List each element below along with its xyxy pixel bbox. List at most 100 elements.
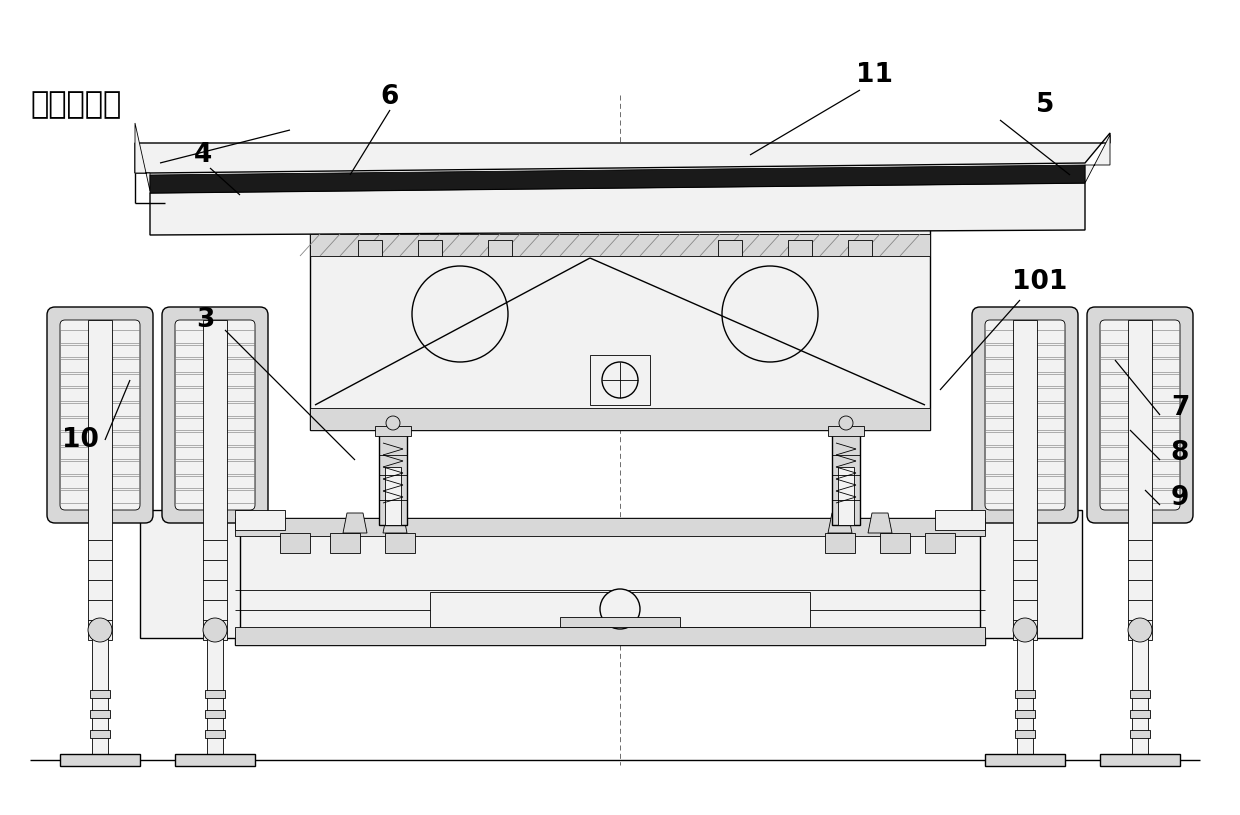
Bar — [280, 533, 310, 553]
Bar — [1100, 388, 1180, 401]
Bar — [60, 345, 140, 357]
Bar — [1100, 447, 1180, 459]
Bar — [384, 533, 415, 553]
Bar — [175, 491, 255, 503]
Bar — [175, 359, 255, 372]
Bar — [91, 730, 110, 738]
Bar — [1100, 432, 1180, 445]
Bar — [175, 388, 255, 401]
Polygon shape — [383, 513, 407, 533]
Bar — [985, 461, 1065, 474]
Bar — [175, 754, 255, 766]
Bar — [880, 533, 910, 553]
Bar — [1100, 417, 1180, 430]
Bar — [60, 417, 140, 430]
Bar — [91, 710, 110, 718]
Bar — [175, 403, 255, 416]
Circle shape — [722, 266, 818, 362]
Bar — [310, 228, 930, 430]
Polygon shape — [150, 183, 1085, 235]
Bar — [379, 428, 407, 525]
Bar — [1130, 730, 1149, 738]
Text: 101: 101 — [1012, 269, 1068, 295]
Bar — [60, 754, 140, 766]
Bar — [985, 754, 1065, 766]
Bar — [1100, 359, 1180, 372]
Bar — [60, 432, 140, 445]
FancyBboxPatch shape — [175, 320, 255, 510]
Bar — [60, 359, 140, 372]
Bar — [175, 330, 255, 342]
Bar — [60, 388, 140, 401]
Bar — [205, 690, 224, 698]
Bar — [1016, 730, 1035, 738]
Bar — [1100, 374, 1180, 386]
Bar — [140, 510, 241, 638]
Circle shape — [600, 589, 640, 629]
Bar — [985, 388, 1065, 401]
Bar — [1100, 476, 1180, 488]
Bar — [1128, 320, 1152, 640]
Bar — [848, 240, 872, 256]
Bar — [60, 374, 140, 386]
Bar — [358, 240, 382, 256]
Text: 8: 8 — [1171, 440, 1189, 466]
Bar — [374, 426, 410, 436]
FancyBboxPatch shape — [1100, 320, 1180, 510]
Bar — [175, 447, 255, 459]
Bar — [91, 690, 110, 698]
Bar — [985, 447, 1065, 459]
Bar — [985, 359, 1065, 372]
Polygon shape — [135, 123, 150, 191]
Circle shape — [386, 416, 401, 430]
Bar — [205, 730, 224, 738]
Polygon shape — [1085, 135, 1110, 183]
Bar — [418, 240, 441, 256]
Bar — [60, 447, 140, 459]
Bar — [60, 330, 140, 342]
Bar — [430, 592, 810, 627]
Bar — [88, 320, 112, 640]
Circle shape — [203, 618, 227, 642]
Bar — [985, 374, 1065, 386]
Bar — [60, 491, 140, 503]
Bar — [1017, 630, 1033, 758]
Polygon shape — [150, 165, 1085, 193]
Text: 11: 11 — [857, 62, 894, 88]
Bar — [384, 467, 401, 525]
Polygon shape — [343, 513, 367, 533]
FancyBboxPatch shape — [162, 307, 268, 523]
Circle shape — [88, 618, 112, 642]
Bar — [1132, 630, 1148, 758]
Bar — [985, 403, 1065, 416]
FancyBboxPatch shape — [1087, 307, 1193, 523]
Bar — [560, 617, 680, 627]
Text: 3: 3 — [196, 307, 215, 333]
Bar — [1016, 710, 1035, 718]
Bar — [925, 533, 955, 553]
Bar — [205, 710, 224, 718]
Polygon shape — [868, 513, 892, 533]
Bar — [60, 476, 140, 488]
Bar — [203, 320, 227, 640]
Bar — [828, 426, 864, 436]
Bar — [175, 432, 255, 445]
Bar — [60, 403, 140, 416]
Bar — [1100, 461, 1180, 474]
FancyBboxPatch shape — [47, 307, 153, 523]
Bar — [1016, 690, 1035, 698]
Bar — [236, 627, 985, 645]
Bar — [718, 240, 742, 256]
Bar — [175, 461, 255, 474]
Bar — [1100, 754, 1180, 766]
Bar — [825, 533, 856, 553]
Bar — [1130, 690, 1149, 698]
Bar — [590, 355, 650, 405]
Polygon shape — [135, 133, 1110, 173]
Bar — [1130, 710, 1149, 718]
Bar — [236, 518, 985, 536]
Bar — [985, 330, 1065, 342]
Bar — [985, 417, 1065, 430]
Bar — [489, 240, 512, 256]
Text: 9: 9 — [1171, 485, 1189, 511]
